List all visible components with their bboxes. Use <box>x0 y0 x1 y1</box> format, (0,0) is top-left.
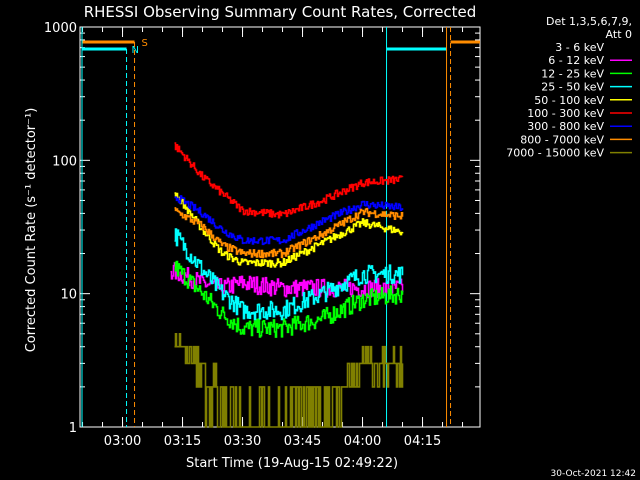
y-tick-label: 1000 <box>44 21 77 36</box>
legend-header: Det 1,3,5,6,7,9, <box>546 15 632 28</box>
legend-entry-label: 800 - 7000 keV <box>520 133 604 146</box>
legend-entry-label: 50 - 100 keV <box>534 94 604 107</box>
legend-entry-label: 300 - 800 keV <box>527 120 604 133</box>
legend-entry-label: 6 - 12 keV <box>548 54 604 67</box>
y-tick-label: 10 <box>60 288 77 303</box>
series-line-8 <box>174 333 404 428</box>
x-tick-label: 03:30 <box>224 434 261 449</box>
chart-title: RHESSI Observing Summary Count Rates, Co… <box>84 3 477 21</box>
series-line-2 <box>174 260 404 338</box>
x-tick-label: 03:15 <box>164 434 201 449</box>
x-tick-label: 03:00 <box>104 434 141 449</box>
legend-entry-label: 100 - 300 keV <box>527 107 604 120</box>
x-tick-label: 04:15 <box>404 434 441 449</box>
legend-entry-label: 12 - 25 keV <box>541 67 604 80</box>
legend-header: Att 0 <box>606 28 632 41</box>
plot-frame <box>79 26 481 428</box>
night-flag-label: N <box>132 45 139 56</box>
series-line-6 <box>174 195 404 246</box>
series-line-3 <box>174 228 404 321</box>
legend-entry-label: 25 - 50 keV <box>541 81 604 94</box>
legend-entry-label: 7000 - 15000 keV <box>506 147 604 160</box>
y-tick-label: 1 <box>69 421 77 436</box>
series-line-7 <box>174 207 404 259</box>
saa-flag-label: S <box>142 38 148 49</box>
series-line-5 <box>174 142 404 219</box>
x-axis-label: Start Time (19-Aug-15 02:49:22) <box>186 456 398 471</box>
x-tick-label: 04:00 <box>344 434 381 449</box>
y-axis-label: Corrected Count Rate (s⁻¹ detector⁻¹) <box>24 108 39 353</box>
legend-entry-label: 3 - 6 keV <box>555 41 604 54</box>
series-line-4 <box>174 192 404 268</box>
y-tick-label: 100 <box>52 154 77 169</box>
series-line-0 <box>174 201 404 213</box>
timestamp: 30-Oct-2021 12:42 <box>551 469 636 479</box>
series-line-1 <box>170 262 404 299</box>
x-tick-label: 03:45 <box>284 434 321 449</box>
